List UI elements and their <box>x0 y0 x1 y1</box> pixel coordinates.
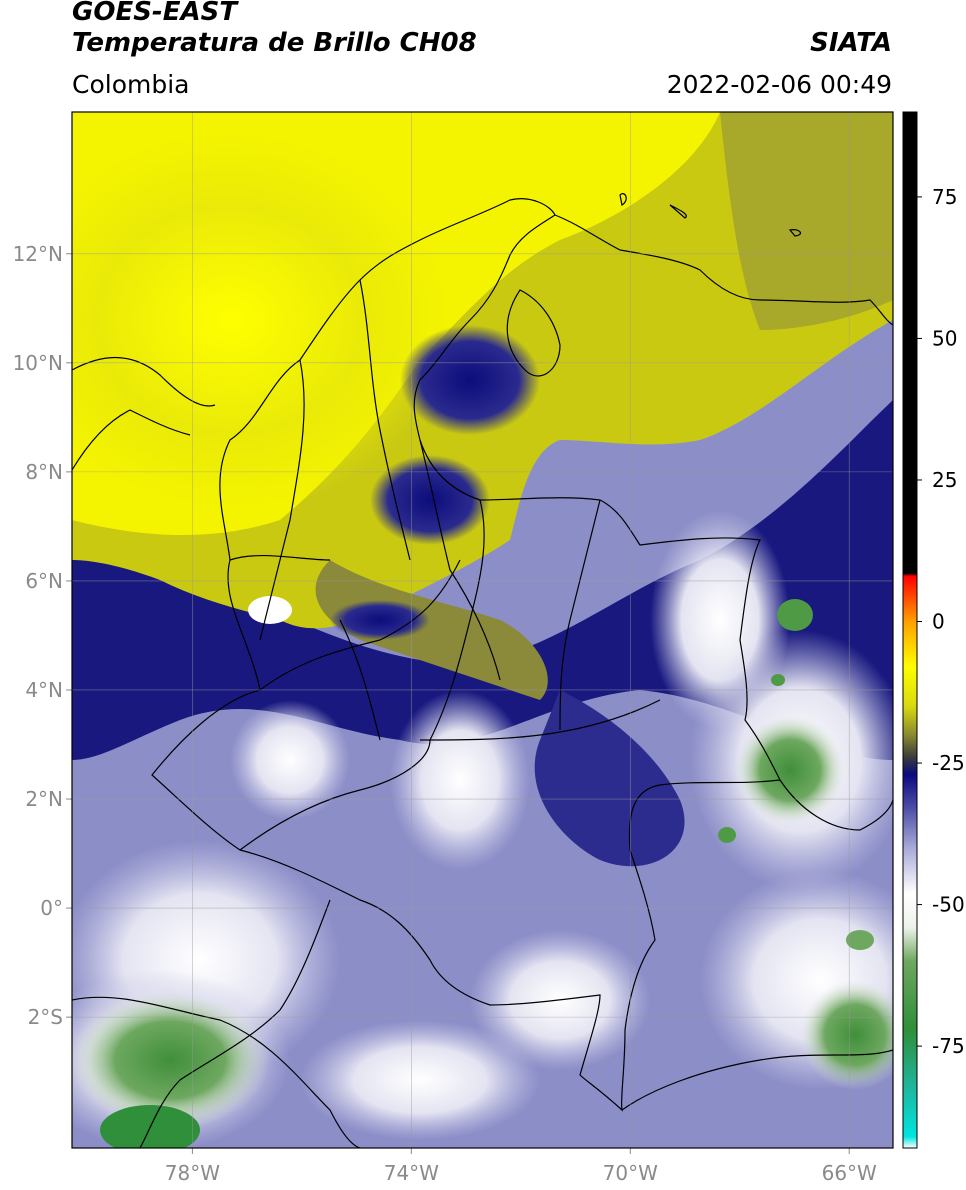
dept-lines-10 <box>229 554 331 561</box>
colorbar-tick-label: -25 <box>932 751 965 775</box>
dept-lines-9 <box>339 619 381 741</box>
axis-ticks: 12°N 10°N 8°N 6°N 4°N 2°N 0° 2°S 78°W 74°W 70°W 66°… <box>13 242 877 1185</box>
map-frame <box>71 111 894 1149</box>
lat-tick-label: 6°N <box>25 569 63 593</box>
lat-tick-label: 4°N <box>25 678 63 702</box>
lat-tick-label: 2°S <box>28 1005 63 1029</box>
dept-lines-3 <box>359 279 411 561</box>
colorbar-tick-label: 25 <box>932 468 957 492</box>
dept-lines-7 <box>419 699 661 741</box>
colorbar-tick-label: 50 <box>932 326 957 350</box>
dept-lines-4 <box>419 439 501 681</box>
colorbar-ramp <box>903 112 917 1148</box>
lat-tick-label: 0° <box>40 896 63 920</box>
maracaibo-lake <box>506 289 561 377</box>
lon-tick-label: 66°W <box>822 1161 877 1185</box>
region-label: Colombia <box>72 70 190 99</box>
dept-lines-6 <box>559 499 601 731</box>
lat-tick-label: 12°N <box>13 242 63 266</box>
colorbar-tick-label: -50 <box>932 893 965 917</box>
lon-tick-label: 70°W <box>603 1161 658 1185</box>
lat-tick-label: 2°N <box>25 787 63 811</box>
satellite-title: GOES-EAST <box>72 0 238 27</box>
grid <box>72 112 893 1148</box>
product-title: Temperatura de Brillo CH08 <box>72 28 477 58</box>
colorbar-tick-label: 75 <box>932 185 957 209</box>
boundaries <box>72 193 893 1148</box>
venezuela-east <box>779 779 893 831</box>
dept-lines-8 <box>239 739 431 851</box>
colorbar-frame <box>902 111 918 1149</box>
brazil-border <box>621 1049 893 1111</box>
pacific-coast <box>72 409 191 471</box>
colorbar-tick-label: 0 <box>932 610 945 634</box>
ecuador-line <box>139 899 331 1148</box>
brand-label: SIATA <box>810 28 892 58</box>
dept-lines-5 <box>429 499 485 741</box>
peru-coast <box>72 996 361 1148</box>
map-imagery <box>72 112 893 1148</box>
dept-lines-2 <box>259 359 305 641</box>
lon-tick-label: 74°W <box>384 1161 439 1185</box>
lon-tick-label: 78°W <box>165 1161 220 1185</box>
lat-tick-label: 10°N <box>13 351 63 375</box>
colorbar-tick-label: -75 <box>932 1034 965 1058</box>
islands <box>619 193 802 237</box>
venezuela-coast <box>554 214 893 326</box>
lat-tick-label: 8°N <box>25 460 63 484</box>
timestamp-label: 2022-02-06 00:49 <box>666 70 892 99</box>
dept-lines-1 <box>259 559 461 691</box>
colombia-border <box>151 198 781 1112</box>
colorbar: 75 50 25 0 -25 -50 -75 <box>902 111 965 1149</box>
panama-coast <box>72 357 216 407</box>
